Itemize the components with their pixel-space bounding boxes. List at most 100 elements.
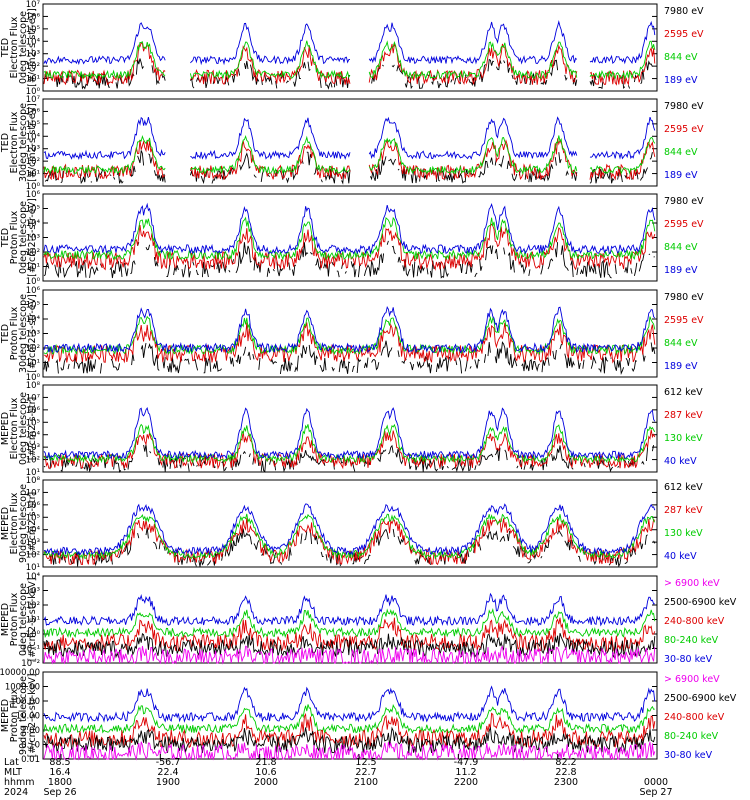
y-axis-label: Electron Flux (9, 397, 20, 459)
legend-entry: 189 eV (664, 265, 698, 276)
y-axis-label: 30deg telescope (18, 103, 29, 182)
y-tick-label: 10³ (26, 330, 40, 340)
legend-entry: 2500-6900 keV (664, 597, 737, 608)
panel-frame (42, 671, 658, 760)
y-axis-label: MEPED (0, 699, 11, 732)
y-tick-label: 10³ (26, 443, 40, 453)
y-tick-label: 10² (26, 62, 40, 72)
y-tick-label: 10⁸ (26, 476, 41, 486)
y-tick-label: 10² (26, 344, 40, 354)
y-axis-label: 0deg telescope (18, 583, 29, 656)
y-tick-label: 10¹ (26, 170, 40, 180)
y-tick-label: 10¹ (26, 563, 40, 573)
flux-panel: 0.01 0.10 1.00 10.00 100.00 1000.00 10000.00 ME… (0, 668, 737, 765)
x-tick-label: 2100 (354, 777, 378, 788)
series-line (43, 134, 656, 176)
y-axis-label: [#/cm2-s-str-eV] (27, 198, 38, 277)
y-axis-label: Proton Flux (9, 210, 20, 264)
panel-frame (42, 479, 658, 568)
x-tick-label: 11.2 (455, 767, 476, 778)
x-tick-label: 22.7 (355, 767, 376, 778)
y-tick-label: 10¹ (26, 75, 40, 85)
y-axis-label: Electron Flux (9, 492, 20, 554)
y-tick-label: 10⁷ (26, 488, 41, 498)
y-axis-label: 90deg telescope (18, 676, 29, 755)
legend-entry: 130 keV (664, 433, 703, 444)
y-tick-label: 1000.00 (5, 683, 40, 693)
series-line (43, 592, 655, 627)
y-tick-label: 10⁶ (26, 190, 41, 200)
y-tick-label: 10³ (26, 587, 40, 597)
y-axis-label: Electron Flux (9, 111, 20, 173)
y-axis-label: [#/cm2-s-str-eV] (27, 103, 38, 182)
legend-entry: 189 eV (664, 170, 698, 181)
legend-entry: 30-80 keV (664, 750, 713, 761)
legend-entry: 2500-6900 keV (664, 693, 737, 704)
legend-entry: 287 keV (664, 505, 703, 516)
legend-entry: > 6900 keV (664, 674, 720, 685)
x-tick-label: 2300 (554, 777, 578, 788)
legend-entry: 80-240 keV (664, 635, 719, 646)
series-line (43, 633, 656, 659)
y-axis-label: [#/cm2-s-str-keV] (27, 674, 38, 758)
y-tick-label: 10⁵ (26, 120, 40, 130)
y-axis-label: [#/cm2-s-str] (27, 397, 38, 460)
y-axis-label: Proton Flux (9, 688, 20, 742)
y-tick-label: 10⁻² (21, 659, 40, 669)
y-tick-label: 10⁶ (26, 12, 41, 22)
y-tick-label: 10⁴ (26, 132, 41, 142)
series-line (43, 407, 656, 460)
series-line (43, 40, 656, 80)
y-tick-label: 10² (26, 157, 40, 167)
y-axis-label: MEPED (0, 507, 11, 540)
series-line (43, 617, 656, 652)
x-row-label: 2024 (4, 787, 28, 798)
legend-entry: 189 eV (664, 75, 698, 86)
y-tick-label: 10⁴ (26, 431, 41, 441)
legend-entry: 7980 eV (664, 196, 704, 207)
y-tick-label: 10⁴ (26, 315, 41, 325)
y-axis-label: TED (0, 324, 11, 344)
y-tick-label: 10¹ (26, 468, 40, 478)
y-tick-label: 10¹ (26, 359, 40, 369)
legend-entry: 40 keV (664, 551, 697, 562)
series-line (43, 202, 656, 255)
y-tick-label: 1.00 (21, 726, 40, 736)
legend-entry: 80-240 keV (664, 731, 719, 742)
y-axis-label: TED (0, 228, 11, 248)
y-tick-label: 100.00 (10, 697, 40, 707)
series-line (43, 42, 656, 86)
y-tick-label: 10⁵ (26, 513, 40, 523)
y-tick-label: 10⁴ (26, 526, 41, 536)
y-axis-label: 0deg telescope (18, 392, 29, 465)
legend-entry: 2595 eV (664, 124, 704, 135)
series-line (43, 216, 656, 261)
y-tick-label: 10¹ (26, 263, 40, 273)
y-tick-label: 10³ (26, 538, 40, 548)
series-line (43, 517, 656, 566)
x-tick-label: 88.5 (49, 757, 70, 768)
y-tick-label: 10⁴ (26, 37, 41, 47)
legend-entry: 844 eV (664, 242, 698, 253)
legend-entry: 240-800 keV (664, 712, 725, 723)
y-tick-label: 10⁸ (26, 381, 41, 391)
x-tick-label: 22.4 (157, 767, 178, 778)
y-tick-label: 10⁴ (26, 219, 41, 229)
y-tick-label: 10⁶ (26, 406, 41, 416)
x-tick-label: 2000 (254, 777, 278, 788)
legend-entry: > 6900 keV (664, 578, 720, 589)
series-line (43, 703, 655, 735)
x-tick-label: 2200 (454, 777, 478, 788)
series-line (43, 513, 656, 560)
x-tick-label: 10.6 (255, 767, 276, 778)
y-tick-label: 10⁵ (26, 418, 40, 428)
series-line (43, 645, 656, 665)
y-tick-label: 10⁰ (26, 182, 41, 192)
y-tick-label: 10⁷ (26, 0, 41, 10)
panel-frame (42, 3, 658, 92)
legend-entry: 612 keV (664, 387, 703, 398)
